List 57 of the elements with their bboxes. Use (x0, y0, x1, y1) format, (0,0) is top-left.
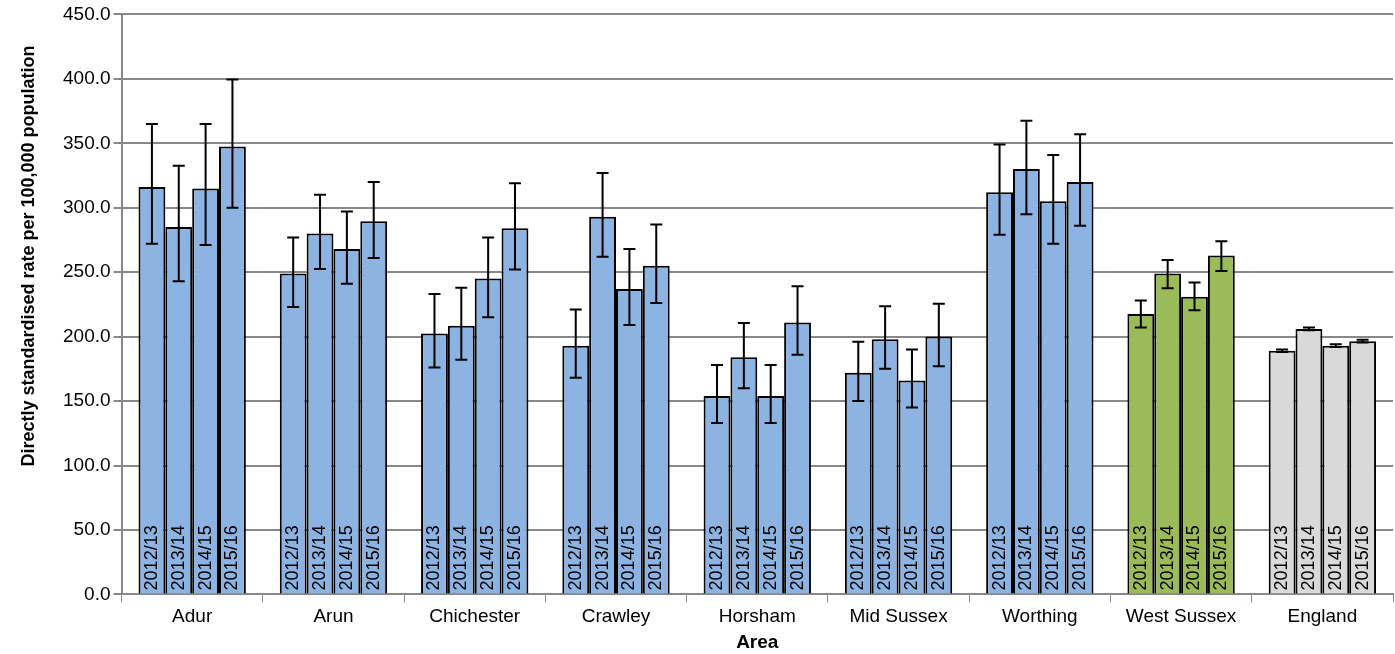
x-tick-label: Adur (172, 605, 213, 627)
series-label: 2012/13 (988, 525, 1009, 591)
text: 2012/13 (423, 525, 444, 591)
text: 2014/15 (1042, 525, 1063, 591)
y-tick-label: 300.0 (63, 195, 111, 217)
text: 2012/13 (705, 525, 726, 591)
text: 2013/14 (874, 525, 895, 591)
x-tick-label: Mid Sussex (849, 605, 949, 627)
text: 2012/13 (847, 525, 868, 591)
y-tick-label: 250.0 (63, 260, 111, 282)
y-axis-title: Directly standardised rate per 100,000 population (17, 44, 39, 469)
text: 2014/15 (1324, 525, 1345, 591)
text: 2015/16 (645, 525, 666, 591)
text: 2014/15 (900, 525, 921, 591)
y-tick-label: 350.0 (63, 131, 111, 153)
text: 2015/16 (503, 525, 524, 591)
text: 2014/15 (759, 525, 780, 591)
y-tick-label: 400.0 (63, 67, 111, 89)
x-tick-label: West Sussex (1125, 605, 1237, 627)
y-tick-label: 0.0 (84, 582, 111, 604)
text: 2015/16 (927, 525, 948, 591)
y-tick-label: 150.0 (63, 389, 111, 411)
x-tick-label: Horsham (718, 605, 796, 627)
text: 2015/16 (362, 525, 383, 591)
text: 2014/15 (194, 525, 215, 591)
text: 2013/14 (1015, 525, 1036, 591)
text: 2013/14 (732, 525, 753, 591)
text: 2015/16 (1210, 525, 1231, 591)
text: 2015/16 (1069, 525, 1090, 591)
text: 2013/14 (309, 525, 329, 591)
x-tick-label: Arun (313, 605, 354, 627)
text: 2015/16 (221, 525, 242, 591)
x-tick-label: England (1287, 605, 1358, 627)
x-axis-title: Area (736, 630, 779, 652)
text: 2013/14 (591, 525, 612, 591)
x-tick-label: Chichester (429, 605, 521, 627)
text: 2013/14 (1297, 525, 1318, 591)
text: 2013/14 (450, 525, 471, 591)
y-tick-label: 200.0 (63, 324, 111, 346)
text: 2014/15 (1183, 525, 1204, 591)
y-tick-label: 50.0 (73, 518, 111, 540)
y-tick-label: 450.0 (63, 2, 111, 24)
text: 2012/13 (564, 525, 585, 591)
text: 2013/14 (1156, 525, 1177, 591)
series-label: 2015/16 (786, 525, 807, 591)
text: 2014/15 (477, 525, 498, 591)
x-tick-label: Crawley (581, 605, 651, 627)
series-label: 2013/14 (167, 525, 188, 591)
text: 2012/13 (1271, 525, 1292, 591)
series-label: 2014/15 (335, 525, 356, 591)
text: 2014/15 (618, 525, 639, 591)
text: 2012/13 (1129, 525, 1150, 591)
y-tick-label: 100.0 (63, 453, 111, 475)
text: 2015/16 (1351, 525, 1372, 591)
text: 2012/13 (140, 525, 161, 591)
text: 2012/13 (282, 525, 303, 591)
x-tick-label: Worthing (1001, 605, 1078, 627)
